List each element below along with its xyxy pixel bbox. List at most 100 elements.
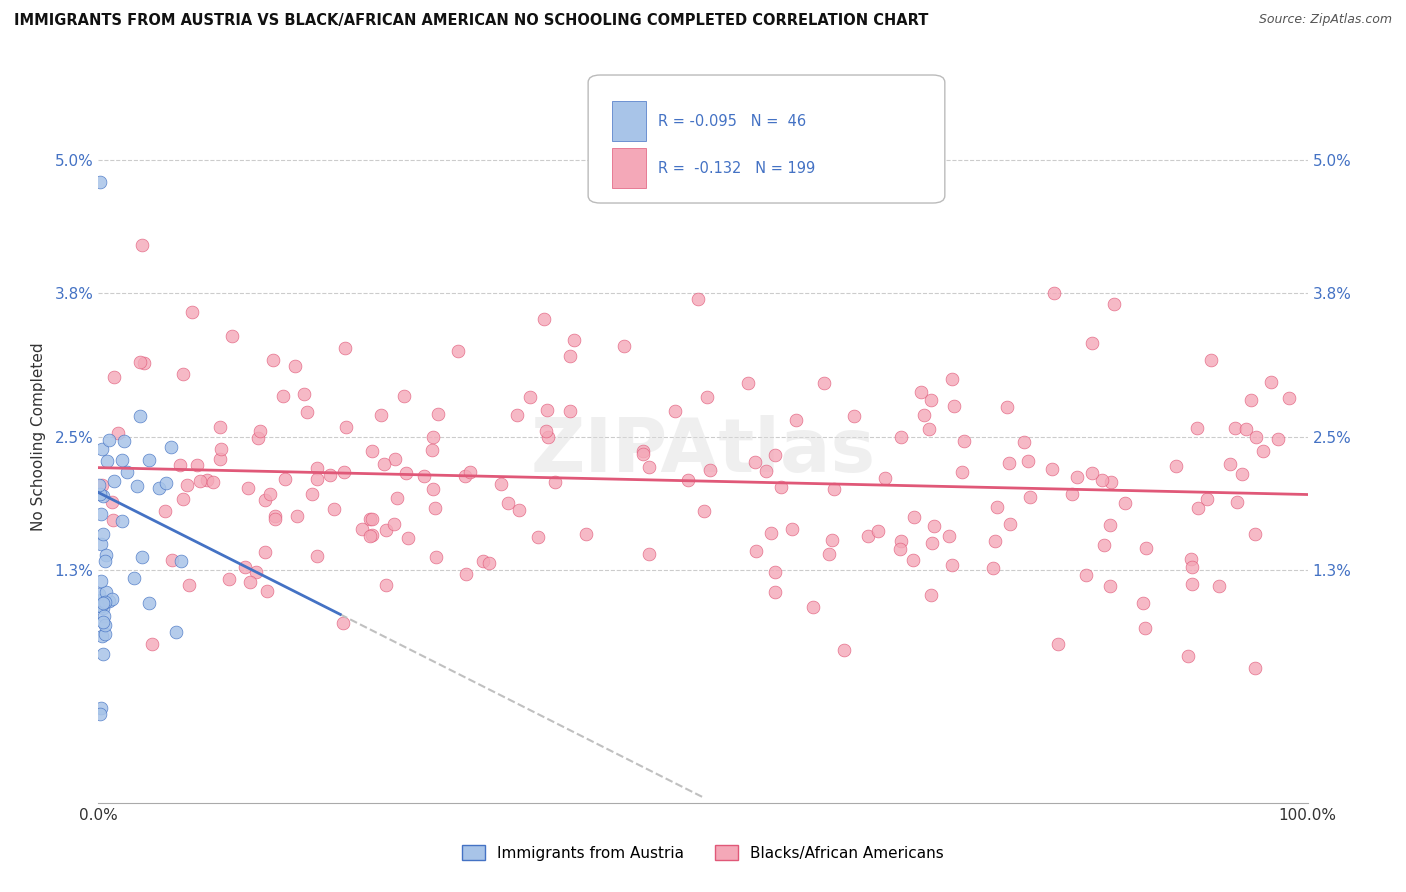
Point	[1092, 538, 1115, 552]
Point	[984, 534, 1007, 549]
Point	[763, 448, 786, 462]
Point	[117, 465, 139, 479]
Point	[87, 586, 110, 600]
Point	[249, 424, 271, 438]
Point	[558, 404, 581, 418]
Point	[631, 447, 654, 461]
Point	[374, 578, 396, 592]
Point	[181, 305, 204, 319]
Point	[696, 390, 718, 404]
Point	[412, 468, 434, 483]
Point	[396, 531, 419, 545]
Point	[744, 455, 766, 469]
Point	[780, 522, 803, 536]
Point	[103, 513, 125, 527]
Point	[262, 352, 284, 367]
Point	[1019, 490, 1042, 504]
Point	[294, 387, 316, 401]
Point	[613, 339, 636, 353]
Point	[1240, 393, 1263, 408]
Point	[208, 420, 231, 434]
Point	[425, 549, 447, 564]
Point	[89, 175, 111, 189]
Bar	[613, 148, 647, 188]
Point	[264, 509, 287, 524]
Point	[447, 343, 470, 358]
Point	[1012, 435, 1035, 450]
Point	[496, 496, 519, 510]
Point	[307, 473, 329, 487]
Point	[950, 465, 973, 479]
Point	[103, 475, 125, 489]
Point	[253, 545, 276, 559]
Point	[319, 467, 342, 482]
Point	[1232, 467, 1254, 481]
Point	[737, 376, 759, 390]
Point	[172, 368, 194, 382]
Point	[1208, 578, 1230, 592]
Point	[256, 583, 278, 598]
Point	[1099, 475, 1122, 490]
Point	[253, 493, 276, 508]
Point	[233, 559, 256, 574]
Y-axis label: No Schooling Completed: No Schooling Completed	[31, 343, 46, 532]
Point	[236, 481, 259, 495]
Point	[922, 519, 945, 533]
Point	[1040, 462, 1063, 476]
Point	[131, 237, 153, 252]
Point	[1066, 470, 1088, 484]
Point	[91, 477, 114, 491]
Point	[141, 637, 163, 651]
Point	[91, 596, 114, 610]
Bar	[613, 101, 647, 141]
Point	[374, 523, 396, 537]
Point	[284, 359, 307, 373]
Point	[1187, 501, 1209, 516]
Point	[920, 588, 942, 602]
Point	[842, 409, 865, 424]
Point	[259, 486, 281, 500]
Point	[693, 504, 716, 518]
Point	[94, 627, 117, 641]
Point	[638, 547, 661, 561]
Point	[305, 461, 328, 475]
Point	[188, 474, 211, 488]
Point	[333, 465, 356, 479]
Point	[995, 400, 1018, 414]
Point	[335, 420, 357, 434]
Point	[359, 529, 381, 543]
Point	[533, 312, 555, 326]
Text: IMMIGRANTS FROM AUSTRIA VS BLACK/AFRICAN AMERICAN NO SCHOOLING COMPLETED CORRELA: IMMIGRANTS FROM AUSTRIA VS BLACK/AFRICAN…	[14, 13, 928, 29]
Point	[458, 466, 481, 480]
Point	[1102, 297, 1125, 311]
Point	[148, 481, 170, 495]
Point	[195, 473, 218, 487]
Legend: Immigrants from Austria, Blacks/African Americans: Immigrants from Austria, Blacks/African …	[454, 837, 952, 868]
Point	[361, 528, 384, 542]
Point	[981, 561, 1004, 575]
Point	[91, 647, 114, 661]
Point	[1091, 473, 1114, 487]
Point	[271, 389, 294, 403]
Point	[1199, 352, 1222, 367]
Point	[160, 440, 183, 454]
Point	[1081, 466, 1104, 480]
Point	[295, 405, 318, 419]
Point	[745, 543, 768, 558]
Point	[1133, 621, 1156, 635]
FancyBboxPatch shape	[588, 75, 945, 203]
Point	[506, 408, 529, 422]
Point	[1042, 285, 1064, 300]
Point	[201, 475, 224, 489]
Point	[536, 424, 558, 438]
Point	[1243, 527, 1265, 541]
Point	[90, 574, 112, 588]
Text: ZIPAtlas: ZIPAtlas	[530, 415, 876, 488]
Point	[176, 478, 198, 492]
Point	[537, 430, 560, 444]
Point	[101, 495, 124, 509]
Point	[1081, 336, 1104, 351]
Point	[332, 615, 354, 630]
Point	[138, 596, 160, 610]
Point	[1062, 487, 1084, 501]
